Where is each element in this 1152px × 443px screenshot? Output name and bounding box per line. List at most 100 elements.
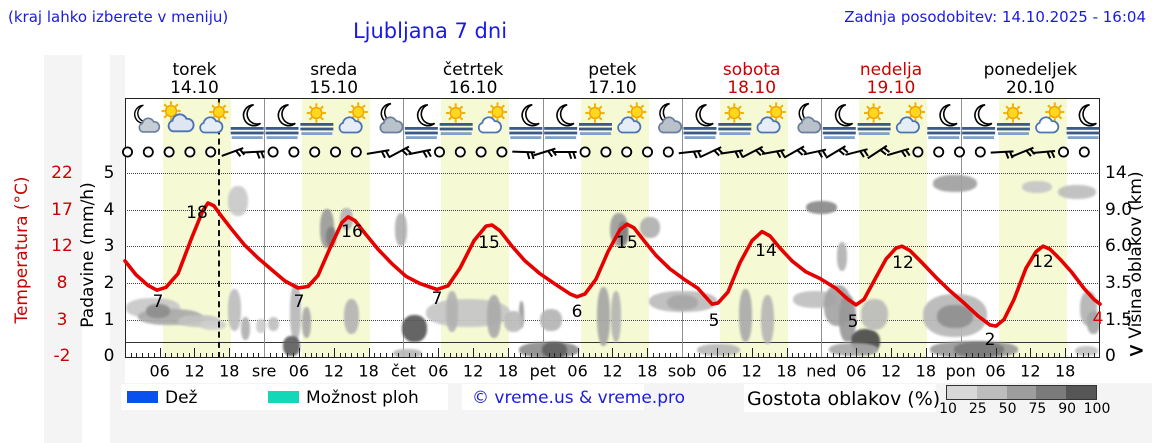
x-hour-label[interactable]: 12: [462, 361, 484, 381]
temp-tick[interactable]: -2: [53, 346, 71, 367]
hour-tick[interactable]: [803, 352, 805, 359]
hour-tick[interactable]: [769, 352, 771, 359]
hour-tick[interactable]: [954, 352, 956, 359]
cloud-blob[interactable]: [838, 295, 856, 342]
hour-tick[interactable]: [745, 352, 747, 359]
day-date[interactable]: 20.10: [1005, 78, 1055, 98]
x-dayabbrev-label[interactable]: ned: [806, 361, 837, 381]
curve-value-label[interactable]: 15: [616, 233, 638, 253]
hour-tick[interactable]: [310, 352, 312, 359]
day-name[interactable]: sreda: [310, 60, 358, 80]
hour-tick[interactable]: [653, 352, 655, 359]
hour-tick[interactable]: [182, 352, 184, 359]
hour-tick[interactable]: [885, 352, 887, 359]
x-hour-label[interactable]: 06: [846, 361, 867, 381]
hour-tick[interactable]: [153, 352, 155, 359]
hour-tick[interactable]: [415, 352, 417, 359]
x-hour-label[interactable]: 18: [637, 361, 658, 381]
hour-tick[interactable]: [966, 352, 968, 359]
cloud-blob[interactable]: [301, 307, 311, 338]
day-date[interactable]: 14.10: [170, 78, 219, 98]
hour-tick[interactable]: [699, 352, 701, 359]
hour-tick[interactable]: [223, 352, 225, 359]
cloud-blob[interactable]: [325, 227, 336, 247]
curve-value-label[interactable]: 12: [892, 253, 914, 273]
hour-tick[interactable]: [461, 352, 463, 359]
hour-tick[interactable]: [1076, 352, 1078, 359]
hour-tick[interactable]: [995, 348, 997, 359]
hour-tick[interactable]: [612, 348, 614, 359]
hour-tick[interactable]: [624, 352, 625, 359]
hour-tick[interactable]: [1082, 352, 1084, 359]
hour-tick[interactable]: [536, 352, 538, 359]
hour-tick[interactable]: [211, 352, 213, 359]
hour-tick[interactable]: [1024, 352, 1026, 359]
curve-value-label[interactable]: 7: [152, 292, 164, 312]
hour-tick[interactable]: [664, 352, 666, 359]
hour-tick[interactable]: [258, 352, 260, 359]
x-hour-label[interactable]: 18: [776, 361, 797, 381]
cloud-blob[interactable]: [738, 289, 752, 342]
curve-value-label[interactable]: 7: [431, 289, 443, 309]
density-label[interactable]: 50: [998, 401, 1017, 417]
credit-link[interactable]: © vreme.us & vreme.pro: [472, 388, 686, 408]
hour-tick[interactable]: [920, 352, 922, 359]
scroll-right-arrow[interactable]: >: [1128, 338, 1145, 362]
temp-tick[interactable]: 12: [51, 236, 73, 257]
x-hour-label[interactable]: 12: [880, 361, 902, 381]
hour-tick[interactable]: [891, 348, 893, 359]
cloud-blob[interactable]: [394, 213, 407, 246]
hour-tick[interactable]: [235, 352, 237, 359]
cloud-blob[interactable]: [503, 311, 523, 332]
hour-tick[interactable]: [316, 352, 318, 359]
curve-value-label[interactable]: 14: [755, 241, 777, 261]
current-time-line[interactable]: [218, 98, 221, 359]
hour-tick[interactable]: [972, 352, 974, 359]
day-band[interactable]: [998, 98, 1067, 359]
hour-tick[interactable]: [298, 348, 300, 359]
cloud-blob[interactable]: [760, 295, 774, 344]
precip-tick[interactable]: 4: [103, 199, 115, 220]
hour-tick[interactable]: [217, 352, 219, 359]
hour-tick[interactable]: [345, 352, 347, 359]
day-date[interactable]: 16.10: [448, 78, 498, 98]
hour-tick[interactable]: [554, 352, 556, 359]
curve-value-label[interactable]: 5: [847, 312, 859, 332]
cloud-blob[interactable]: [617, 221, 628, 246]
cloud-blob[interactable]: [932, 175, 977, 192]
hour-tick[interactable]: [194, 348, 196, 359]
day-band[interactable]: [720, 98, 789, 359]
hour-tick[interactable]: [275, 352, 277, 359]
x-hour-label[interactable]: 12: [602, 361, 623, 381]
hour-tick[interactable]: [635, 352, 637, 359]
hour-tick[interactable]: [763, 352, 765, 359]
hour-tick[interactable]: [1065, 348, 1067, 359]
x-hour-label[interactable]: 12: [184, 361, 205, 381]
hour-tick[interactable]: [240, 352, 242, 359]
hour-tick[interactable]: [519, 352, 521, 359]
hour-tick[interactable]: [560, 352, 562, 359]
x-hour-label[interactable]: 06: [288, 361, 310, 381]
hour-tick[interactable]: [774, 352, 776, 359]
hour-tick[interactable]: [705, 352, 707, 359]
hour-tick[interactable]: [159, 348, 161, 359]
cloud-blob[interactable]: [805, 201, 837, 214]
hour-tick[interactable]: [525, 352, 527, 359]
precip-tick[interactable]: 2: [103, 272, 115, 293]
hour-tick[interactable]: [368, 348, 370, 359]
cloudkm-tick[interactable]: 1.5: [1105, 309, 1133, 330]
hour-tick[interactable]: [647, 348, 649, 359]
hour-tick[interactable]: [827, 352, 829, 359]
hour-tick[interactable]: [548, 352, 550, 359]
cloud-blob[interactable]: [145, 304, 170, 318]
hour-tick[interactable]: [1012, 352, 1014, 359]
hour-tick[interactable]: [333, 348, 335, 359]
hour-tick[interactable]: [832, 352, 834, 359]
cloud-blob[interactable]: [1086, 311, 1100, 334]
curve-value-label[interactable]: 2: [984, 330, 996, 350]
curve-value-label[interactable]: 5: [708, 311, 720, 331]
hour-tick[interactable]: [722, 352, 724, 359]
hour-tick[interactable]: [792, 352, 794, 359]
hour-tick[interactable]: [925, 348, 927, 359]
x-hour-label[interactable]: 18: [1054, 361, 1076, 381]
